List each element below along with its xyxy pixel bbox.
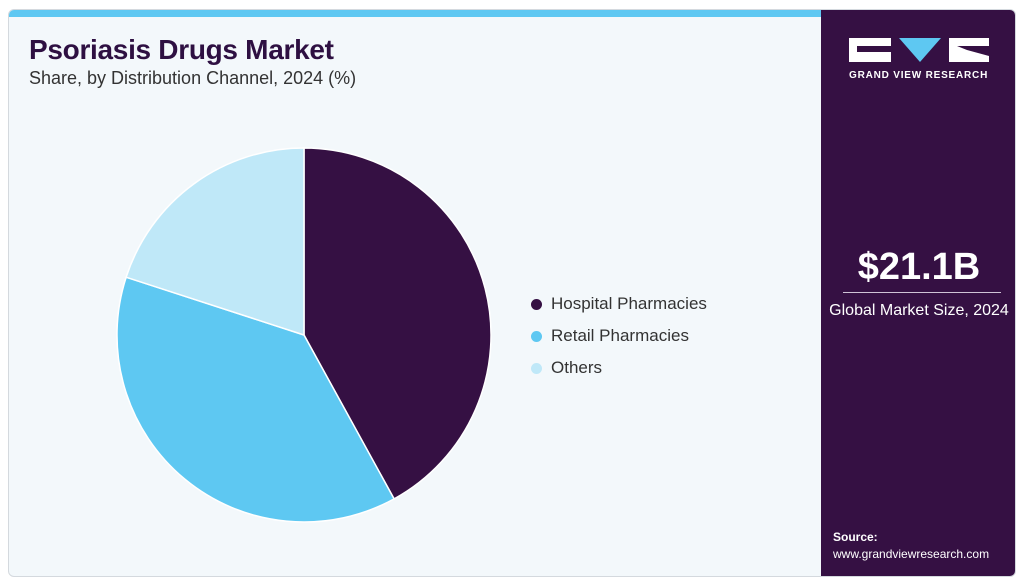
chart-area: Psoriasis Drugs Market Share, by Distrib… bbox=[9, 10, 821, 576]
accent-bar bbox=[9, 10, 821, 17]
legend-label-hospital: Hospital Pharmacies bbox=[551, 294, 707, 313]
legend-item-others: Others bbox=[531, 352, 707, 384]
side-panel: GRAND VIEW RESEARCH $21.1B Global Market… bbox=[821, 10, 1015, 576]
pie-slice-retail bbox=[116, 276, 396, 523]
legend-label-retail: Retail Pharmacies bbox=[551, 326, 689, 345]
chart-subtitle: Share, by Distribution Channel, 2024 (%) bbox=[29, 68, 357, 88]
chart-title: Psoriasis Drugs Market bbox=[29, 34, 334, 65]
source-link[interactable]: www.grandviewresearch.com bbox=[833, 547, 990, 561]
legend-item-hospital: Hospital Pharmacies bbox=[531, 288, 707, 320]
market-size-label: Global Market Size, 2024 bbox=[829, 302, 1009, 319]
legend-swatch-retail bbox=[531, 330, 542, 342]
source-label: Source: bbox=[833, 530, 878, 544]
gvr-logo-mark bbox=[849, 38, 989, 62]
pie-slice-hospital bbox=[303, 147, 492, 500]
legend-swatch-hospital bbox=[531, 298, 542, 310]
legend-item-retail: Retail Pharmacies bbox=[531, 320, 707, 352]
chart-legend: Hospital Pharmacies Retail Pharmacies Ot… bbox=[531, 288, 707, 384]
pie-slice-others bbox=[125, 147, 305, 337]
divider bbox=[843, 292, 1001, 293]
market-size-value: $21.1B bbox=[857, 246, 981, 288]
legend-label-others: Others bbox=[551, 358, 603, 377]
pie-chart bbox=[116, 147, 492, 523]
grand-view-research-logo[interactable]: GRAND VIEW RESEARCH bbox=[849, 36, 989, 86]
logo-text: GRAND VIEW RESEARCH bbox=[849, 70, 989, 81]
legend-swatch-others bbox=[531, 362, 542, 374]
chart-card: Psoriasis Drugs Market Share, by Distrib… bbox=[8, 9, 1016, 577]
